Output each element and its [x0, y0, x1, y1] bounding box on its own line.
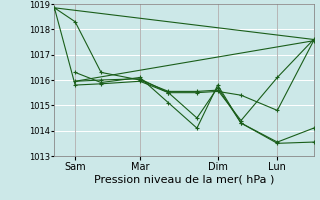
- X-axis label: Pression niveau de la mer( hPa ): Pression niveau de la mer( hPa ): [94, 174, 274, 184]
